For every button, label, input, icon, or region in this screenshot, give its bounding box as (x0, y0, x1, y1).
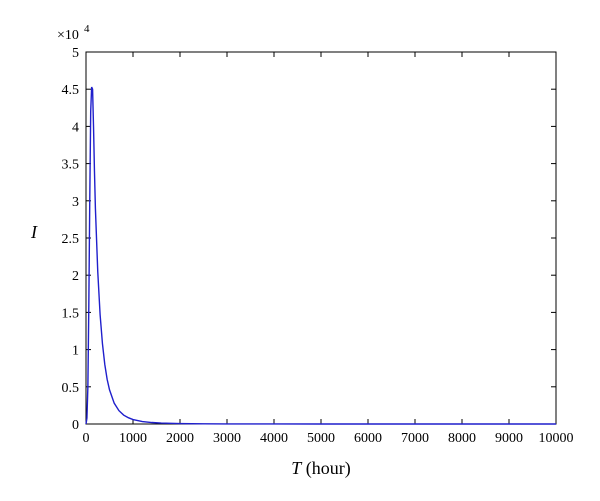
y-tick-label: 5 (72, 46, 79, 61)
x-tick-label: 4000 (260, 431, 288, 446)
x-axis-label-unit: (hour) (301, 458, 350, 479)
x-axis-label: T (hour) (291, 458, 351, 479)
y-axis-exponent: ×10 4 (57, 23, 90, 43)
x-tick-label: 5000 (307, 431, 335, 446)
x-tick-label: 8000 (448, 431, 476, 446)
y-tick-label: 0 (72, 418, 79, 433)
y-axis-label: I (30, 222, 38, 242)
plot-frame (85, 51, 557, 425)
x-tick-label: 7000 (401, 431, 429, 446)
x-tick-label: 2000 (166, 431, 194, 446)
x-tick-label: 3000 (213, 431, 241, 446)
y-tick-label: 3.5 (62, 158, 80, 173)
y-exponent-power: 4 (84, 23, 90, 35)
x-axis-label-var: T (291, 458, 303, 478)
x-tick-label: 6000 (354, 431, 382, 446)
series-group (85, 86, 556, 425)
x-tick-label: 1000 (119, 431, 147, 446)
x-tick-label: 9000 (495, 431, 523, 446)
y-tick-label: 2.5 (62, 232, 80, 247)
x-axis-ticks: 0 1000 2000 3000 4000 5000 6000 7000 8000 9000 100… (83, 52, 574, 446)
y-tick-label: 1.5 (62, 306, 80, 321)
y-tick-label: 0.5 (62, 381, 80, 396)
y-tick-label: 4 (72, 120, 79, 135)
x-tick-label: 0 (83, 431, 90, 446)
y-tick-label: 3 (72, 195, 79, 210)
y-tick-label: 2 (72, 269, 79, 284)
y-tick-label: 1 (72, 344, 79, 359)
series-line (85, 86, 556, 425)
y-tick-label: 4.5 (62, 83, 80, 98)
x-tick-label: 10000 (539, 431, 574, 446)
y-axis-ticks: 0 0.5 1 1.5 2 2.5 3 3.5 4 4.5 5 (62, 46, 556, 433)
y-exponent-base: ×10 (57, 28, 79, 43)
